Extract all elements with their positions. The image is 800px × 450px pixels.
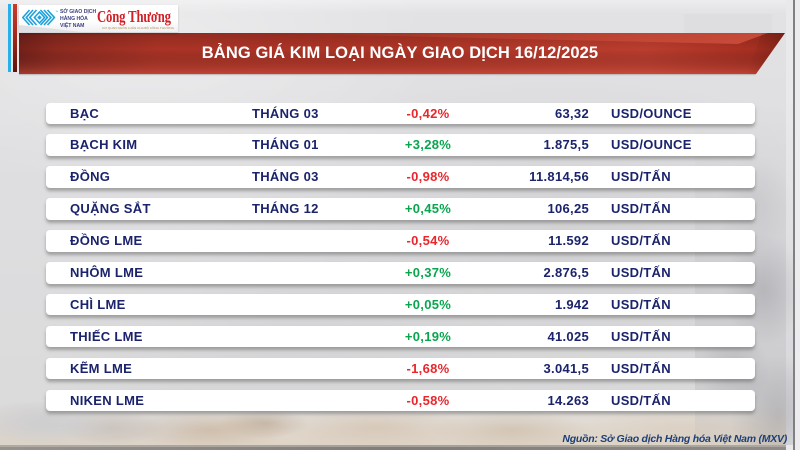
svg-text:™: ™ [55,9,58,13]
